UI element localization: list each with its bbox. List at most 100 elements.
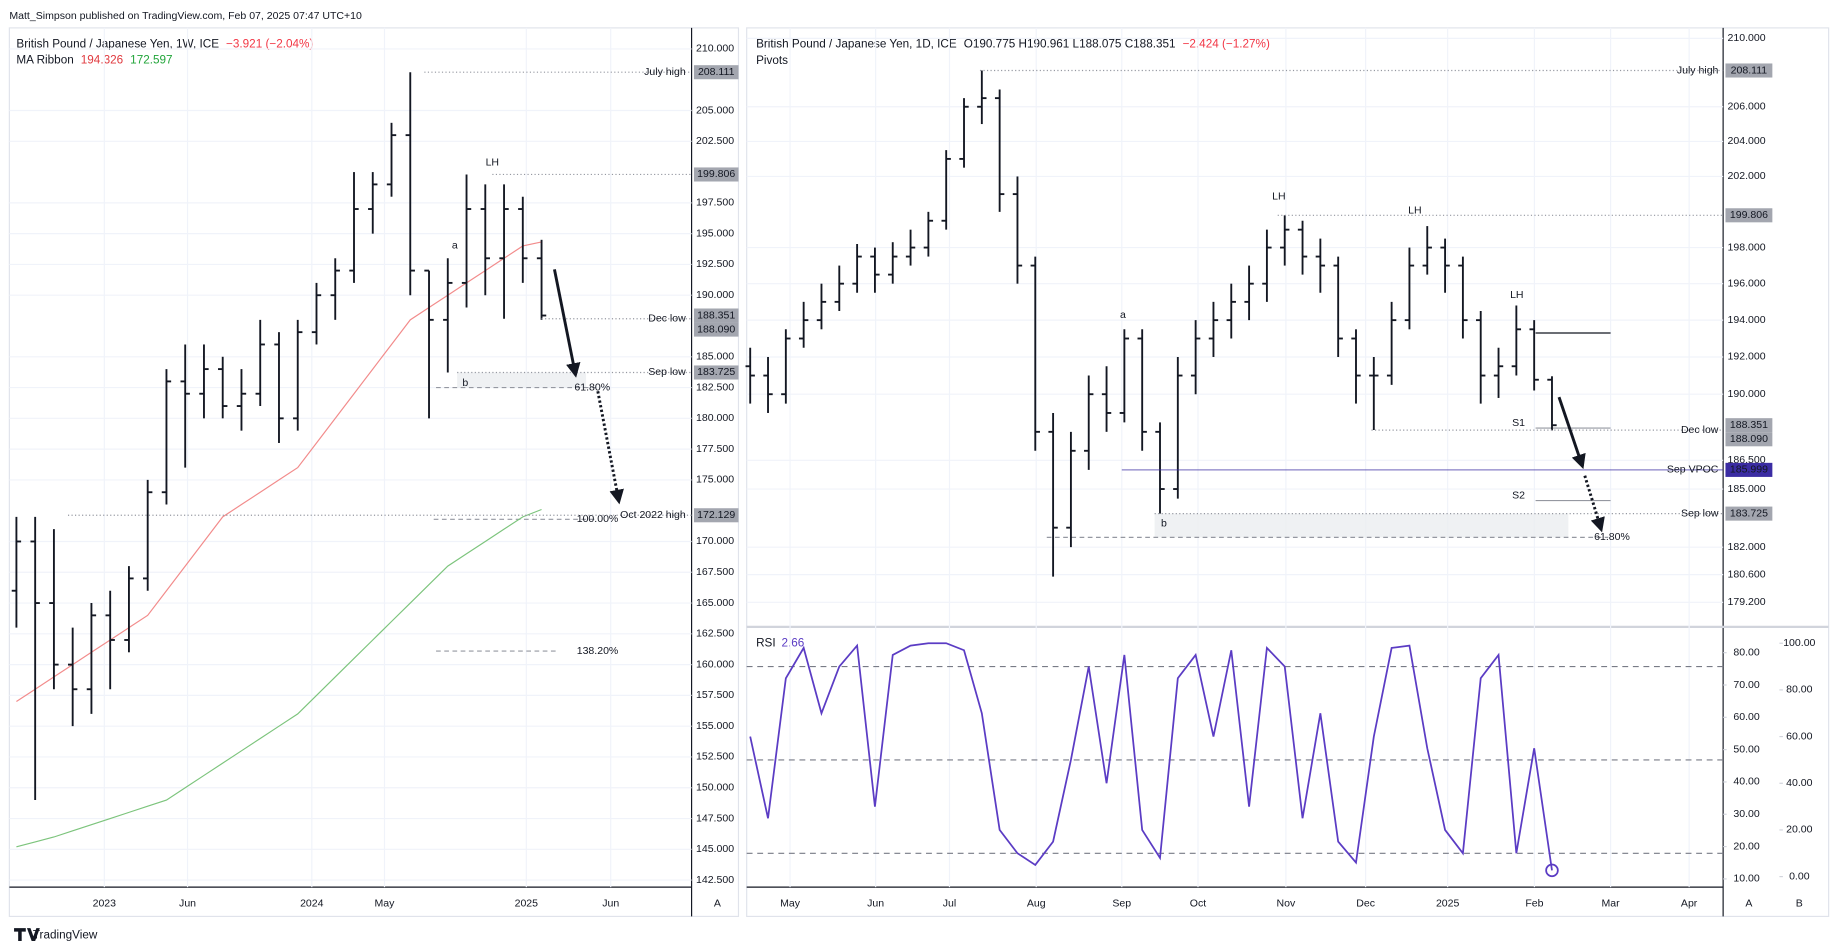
y-tick-label: 195.000 [696, 227, 734, 239]
auto-scale-button[interactable] [1739, 895, 1759, 912]
y-tick-label: 185.000 [696, 351, 734, 363]
y-tick-label: 196.000 [1728, 277, 1766, 289]
symbol-title: British Pound / Japanese Yen, 1W, ICE [16, 37, 219, 50]
ma-value: 172.597 [130, 54, 172, 67]
annotation: b [462, 377, 468, 389]
time-label: 2025 [515, 897, 539, 909]
fib-label: 61.80% [1594, 531, 1630, 543]
time-label: 2024 [300, 897, 324, 909]
fib-label: 100.00% [577, 513, 619, 525]
y-tick-label: 147.500 [696, 812, 734, 824]
button-label[interactable]: B [1796, 897, 1803, 909]
y-tick-label: 190.000 [696, 289, 734, 301]
quote: O190.775 H190.961 L188.075 C188.351 [964, 37, 1176, 50]
ma-value: 194.326 [81, 54, 123, 67]
price-tag-label: 188.090 [697, 323, 735, 335]
pivot-label: S2 [1512, 490, 1525, 502]
price-tag-label: 185.999 [1730, 464, 1768, 476]
price-tag-label: 183.725 [1730, 507, 1768, 519]
right-legend: British Pound / Japanese Yen, 1D, ICE O19… [756, 37, 1270, 50]
time-label: Mar [1602, 897, 1621, 909]
button-label[interactable]: A [714, 897, 721, 909]
arrow [1583, 475, 1605, 533]
time-label: Oct [1190, 897, 1206, 909]
price-tag-label: 172.129 [697, 509, 735, 521]
y-tick-label: 190.000 [1728, 388, 1766, 400]
brand-logo [14, 928, 40, 942]
y-tick-label: 177.500 [696, 443, 734, 455]
time-label: Nov [1277, 897, 1296, 909]
price-tag [693, 167, 739, 182]
annotation: LH [486, 156, 499, 168]
y-tick-label: 60.00 [1786, 730, 1812, 742]
y-tick-label: 198.000 [1728, 241, 1766, 253]
y-tick-label: 180.600 [1728, 568, 1766, 580]
y-tick-label: 142.500 [696, 874, 734, 886]
y-tick-label: 170.000 [696, 535, 734, 547]
price-tag [1725, 462, 1773, 477]
fib-label: 61.80% [574, 381, 610, 393]
brand: TradingView [33, 928, 98, 941]
y-tick-label: 150.000 [696, 782, 734, 794]
y-tick-label: 175.000 [696, 474, 734, 486]
y-tick-label: 185.000 [1728, 483, 1766, 495]
price-tag [693, 508, 739, 523]
y-tick-label: 206.000 [1728, 101, 1766, 113]
level-name: Dec low [648, 313, 686, 325]
price-tag-label: 208.111 [698, 66, 735, 78]
y-tick-label: 165.000 [696, 597, 734, 609]
y-tick-label: 100.00 [1783, 637, 1815, 649]
button-label[interactable]: A [1745, 897, 1752, 909]
time-label: Jun [179, 897, 196, 909]
y-tick-label: 182.500 [696, 381, 734, 393]
price-tag [693, 322, 739, 337]
level-name: Sep low [648, 366, 686, 378]
y-tick-label: 192.000 [1728, 351, 1766, 363]
y2-tick-label: 70.00 [1733, 679, 1759, 691]
price-tag [1725, 63, 1773, 78]
rsi-legend: RSI 2.66 [756, 636, 804, 649]
price-tag [1725, 208, 1773, 223]
y-tick-label: 20.00 [1786, 824, 1812, 836]
price-tag [693, 308, 739, 323]
y-tick-label: 210.000 [1728, 32, 1766, 44]
time-label: Feb [1525, 897, 1543, 909]
fib-label: 138.20% [577, 645, 619, 657]
y-tick-label: 202.000 [1728, 170, 1766, 182]
y2-tick-label: 10.00 [1733, 873, 1759, 885]
y2-tick-label: 50.00 [1733, 743, 1759, 755]
scale-button[interactable] [1789, 895, 1809, 912]
price-tag [693, 365, 739, 380]
y2-tick-label: 30.00 [1733, 808, 1759, 820]
price-tag [1725, 506, 1773, 521]
indicator-name: RSI [756, 636, 776, 649]
y2-tick-label: 40.00 [1733, 776, 1759, 788]
left-pane-frame [8, 27, 740, 918]
level-name: Sep low [1681, 507, 1719, 519]
rsi-line [749, 642, 1553, 871]
level-name: July high [1677, 64, 1719, 76]
arrow [1557, 396, 1586, 470]
rsi-last [1545, 863, 1559, 878]
level-name: Oct 2022 high [620, 509, 686, 521]
time-label: May [780, 897, 801, 909]
y-tick-label: 180.000 [696, 412, 734, 424]
change: −2.424 (−1.27%) [1183, 37, 1270, 50]
annotation: a [452, 240, 458, 252]
auto-scale-button[interactable] [708, 895, 727, 912]
y-tick-label: 204.000 [1728, 135, 1766, 147]
price-tag-label: 199.806 [697, 168, 735, 180]
time-label: Sep [1112, 897, 1131, 909]
y-tick-label: 160.000 [696, 658, 734, 670]
annotation: LH [1272, 190, 1285, 202]
time-label: Jun [867, 897, 884, 909]
indicator-name: MA Ribbon [16, 54, 73, 67]
y-tick-label: 179.200 [1728, 596, 1766, 608]
annotation: a [1120, 309, 1126, 321]
y2-tick-label: 80.00 [1733, 646, 1759, 658]
y2-tick-label: 20.00 [1733, 840, 1759, 852]
time-label: 2025 [1436, 897, 1460, 909]
y-tick-label: 40.00 [1786, 777, 1812, 789]
ma-line [16, 241, 542, 703]
